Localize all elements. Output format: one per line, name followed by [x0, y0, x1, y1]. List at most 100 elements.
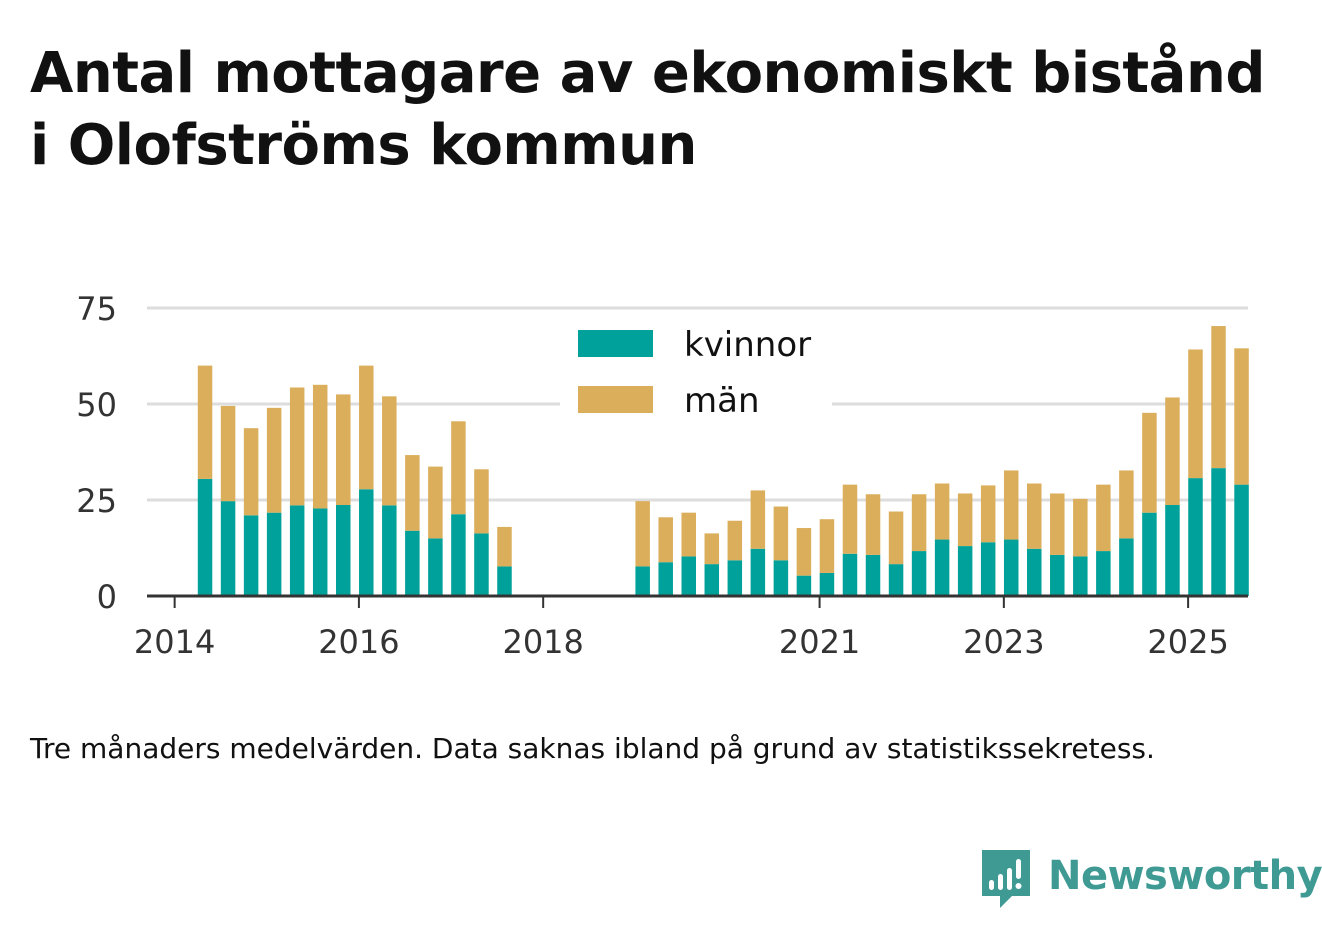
bar-man — [727, 520, 743, 561]
bar-man — [1096, 484, 1111, 552]
bar-kvinnor — [1050, 554, 1065, 596]
bar-man — [750, 490, 766, 549]
x-tick-label: 2014 — [134, 623, 215, 661]
bar-kvinnor — [1188, 478, 1203, 596]
bar-man — [405, 455, 420, 531]
bar-kvinnor — [220, 501, 236, 596]
bar-man — [1050, 493, 1065, 555]
bar-kvinnor — [405, 530, 420, 596]
bar-kvinnor — [1165, 504, 1180, 596]
bar-man — [819, 519, 835, 573]
bar-kvinnor — [1211, 468, 1226, 596]
bar-kvinnor — [359, 489, 374, 596]
legend-swatch-man — [578, 386, 653, 413]
axes: 0 25 50 75 2014 2016 2018 2021 2023 2025 — [76, 290, 1248, 661]
bar-kvinnor — [266, 512, 282, 596]
x-tick-label: 2018 — [502, 623, 583, 661]
bar-man — [796, 528, 812, 576]
bar-man — [289, 387, 305, 506]
footnote: Tre månaders medelvärden. Data saknas ib… — [30, 732, 1155, 765]
bar-man — [382, 396, 397, 506]
x-tick-label: 2023 — [963, 623, 1044, 661]
newsworthy-logo-icon — [982, 850, 1030, 908]
bar-kvinnor — [289, 505, 305, 596]
bar-kvinnor — [197, 478, 213, 596]
bar-kvinnor — [1003, 539, 1019, 596]
bar-kvinnor — [474, 533, 489, 596]
bar-kvinnor — [934, 539, 950, 596]
bar-man — [773, 506, 789, 561]
bar-man — [957, 493, 973, 547]
y-tick-label: 0 — [97, 578, 117, 616]
brand-logo[interactable]: Newsworthy — [980, 848, 1322, 912]
bar-man — [888, 511, 904, 565]
bar-man — [474, 469, 489, 534]
bar-kvinnor — [428, 538, 443, 596]
bar-kvinnor — [1119, 538, 1134, 596]
bar-kvinnor — [336, 504, 351, 596]
bar-kvinnor — [1073, 556, 1088, 596]
bar-kvinnor — [635, 566, 650, 596]
bar-man — [704, 533, 720, 565]
y-tick-label: 75 — [76, 290, 117, 328]
bar-kvinnor — [980, 542, 996, 596]
legend-swatch-kvinnor — [578, 330, 653, 357]
bar-man — [451, 421, 466, 515]
x-tick-label: 2016 — [318, 623, 399, 661]
bar-kvinnor — [658, 562, 673, 596]
bar-kvinnor — [681, 556, 696, 596]
x-tick-label: 2025 — [1147, 623, 1228, 661]
bar-man — [336, 394, 351, 505]
y-tick-label: 25 — [76, 482, 117, 520]
y-tick-label: 50 — [76, 386, 117, 424]
bar-man — [980, 485, 996, 543]
bar-man — [1073, 498, 1088, 557]
bar-man — [1027, 483, 1042, 549]
bar-man — [243, 428, 259, 516]
bar-kvinnor — [957, 546, 973, 596]
bar-man — [1119, 470, 1134, 539]
bar-kvinnor — [1096, 551, 1111, 596]
chart-title: Antal mottagare av ekonomiskt bistånd i … — [30, 41, 1265, 178]
brand-name: Newsworthy — [1048, 853, 1322, 899]
bar-man — [865, 494, 881, 555]
bar-kvinnor — [750, 548, 766, 596]
bar-man — [312, 384, 328, 509]
bar-kvinnor — [1234, 484, 1249, 596]
bar-kvinnor — [243, 515, 259, 596]
bar-kvinnor — [865, 554, 881, 596]
bar-man — [911, 494, 927, 552]
bar-kvinnor — [796, 575, 812, 596]
bar-kvinnor — [819, 572, 835, 596]
bar-kvinnor — [727, 560, 743, 596]
bar-kvinnor — [888, 564, 904, 596]
bar-kvinnor — [1142, 512, 1157, 596]
bar-man — [428, 466, 443, 539]
legend-label: kvinnor — [684, 325, 811, 365]
bar-kvinnor — [842, 553, 858, 596]
legend: kvinnor män — [560, 318, 832, 430]
bar-man — [497, 526, 512, 567]
bar-man — [197, 365, 213, 479]
bar-kvinnor — [911, 551, 927, 596]
bar-man — [1211, 326, 1226, 469]
bar-man — [934, 483, 950, 540]
bar-man — [635, 501, 650, 567]
bar-man — [1234, 348, 1249, 485]
legend-label: män — [684, 381, 760, 421]
bar-man — [220, 405, 236, 502]
chart-area: 0 25 50 75 2014 2016 2018 2021 2023 2025 kvinnor m… — [76, 290, 1249, 661]
bar-man — [842, 484, 858, 554]
bar-series — [197, 326, 1249, 596]
bar-man — [359, 365, 374, 490]
bar-man — [1165, 397, 1180, 505]
bar-man — [658, 517, 673, 563]
bar-man — [1142, 412, 1157, 513]
bar-kvinnor — [773, 560, 789, 596]
bar-kvinnor — [382, 505, 397, 596]
x-tick-label: 2021 — [779, 623, 860, 661]
bar-kvinnor — [1027, 548, 1042, 596]
bar-man — [681, 512, 696, 557]
bar-man — [1003, 470, 1019, 540]
bar-man — [266, 407, 282, 513]
